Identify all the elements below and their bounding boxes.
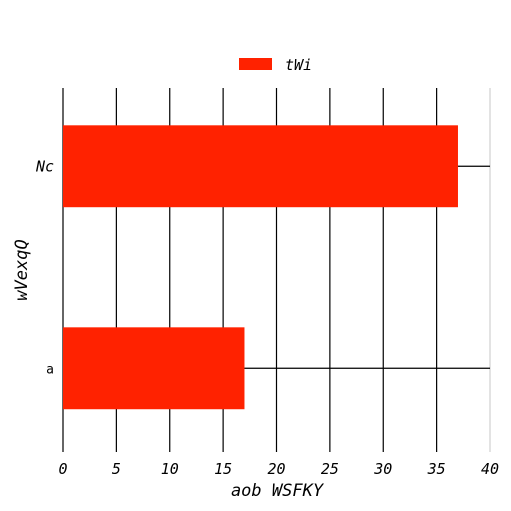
x-tick-label: 30 (373, 460, 392, 478)
legend-label: tWi (285, 56, 312, 74)
x-tick-label: 40 (481, 460, 499, 478)
y-axis-title: wVexqQ (12, 239, 32, 300)
x-tick-label: 0 (58, 460, 67, 478)
bar-a (63, 327, 245, 410)
x-tick-label: 35 (427, 460, 446, 478)
y-category-label: Nc (35, 157, 54, 175)
bars (63, 125, 458, 410)
x-tick-label: 15 (214, 460, 232, 478)
y-category-label: a (46, 362, 54, 377)
x-tick-label: 25 (321, 460, 339, 478)
legend: tWi (239, 56, 312, 74)
bar-Nc (63, 125, 458, 208)
x-tick-labels: 0 5 10 15 20 25 30 35 40 (58, 460, 499, 478)
x-tick-label: 10 (161, 460, 179, 478)
legend-swatch (239, 58, 272, 70)
x-tick-label: 20 (267, 460, 285, 478)
y-category-labels: Nc a (35, 157, 54, 377)
x-axis-title: aob WSFKY (231, 481, 325, 501)
x-tick-label: 5 (112, 460, 121, 478)
